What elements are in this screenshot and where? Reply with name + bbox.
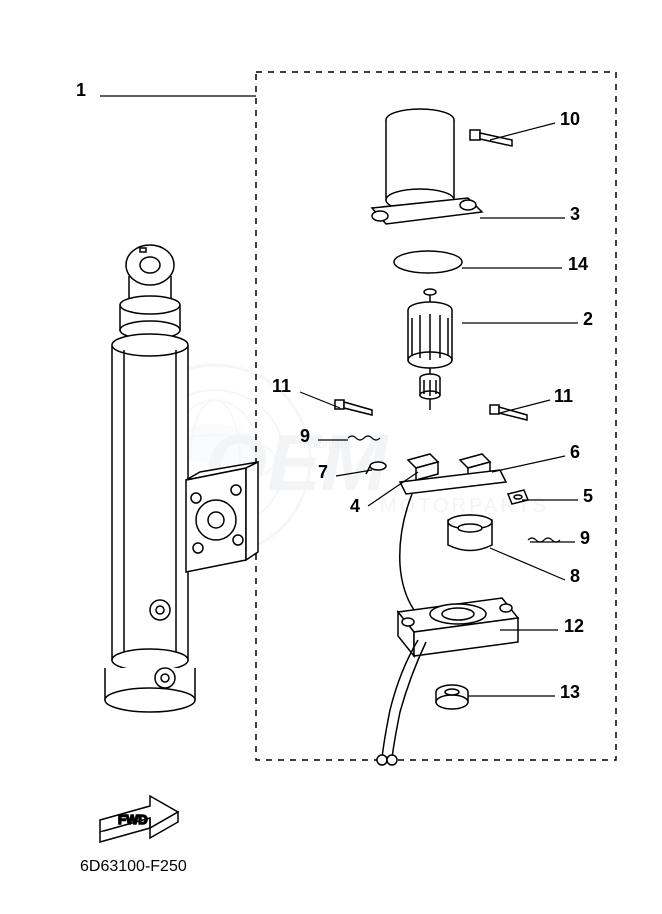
bolt-11-left (335, 400, 372, 415)
diagram-canvas: OEM MOTORPARTS motorparts (0, 0, 662, 914)
callout-5: 5 (583, 486, 593, 507)
callout-1: 1 (76, 80, 86, 101)
callout-11-right: 11 (554, 386, 573, 407)
callout-2: 2 (583, 309, 593, 330)
callout-12: 12 (564, 616, 584, 637)
callout-10: 10 (560, 109, 580, 130)
callout-8: 8 (570, 566, 580, 587)
part-5 (508, 490, 528, 504)
part-code: 6D63100-F250 (80, 858, 187, 876)
o-ring (394, 251, 462, 273)
callout-6: 6 (570, 442, 580, 463)
motor-yoke (372, 109, 482, 224)
part-8 (448, 515, 492, 551)
callout-13: 13 (560, 682, 580, 703)
fwd-arrow: FWD (100, 796, 178, 842)
callout-9-left: 9 (300, 426, 310, 447)
callout-7: 7 (318, 462, 328, 483)
callout-4: 4 (350, 496, 360, 517)
fwd-label: FWD (118, 812, 148, 827)
callout-11-left: 11 (272, 376, 291, 397)
grommet (436, 685, 468, 709)
armature (408, 289, 452, 410)
spring-9-left (348, 436, 380, 440)
bolt-10 (470, 130, 512, 146)
callout-9-right: 9 (580, 528, 590, 549)
part-7 (366, 462, 386, 474)
cylinder-assembly (105, 245, 258, 712)
diagram-svg: FWD (0, 0, 662, 914)
callout-14: 14 (568, 254, 588, 275)
callout-3: 3 (570, 204, 580, 225)
